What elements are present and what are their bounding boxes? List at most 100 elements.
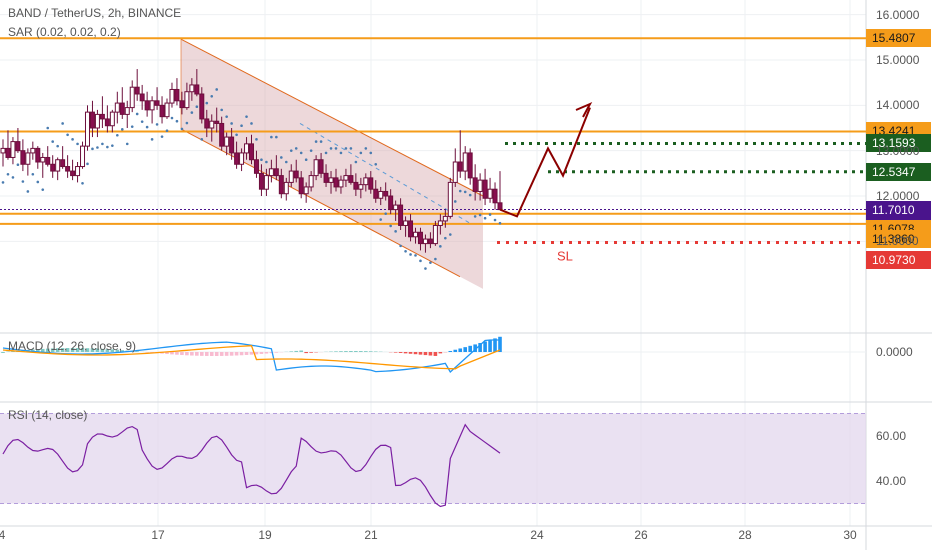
macd-histogram-bar [235, 352, 239, 355]
candle-body [250, 144, 254, 160]
sar-dot [330, 147, 333, 150]
candle-body [100, 114, 104, 119]
macd-histogram-bar [195, 352, 199, 356]
candle-body [140, 94, 144, 101]
sar-legend[interactable]: SAR (0.02, 0.02, 0.2) [8, 25, 121, 39]
candle-body [90, 112, 94, 128]
macd-histogram-bar [175, 352, 179, 355]
sar-dot [51, 140, 54, 143]
x-axis-tick: 28 [738, 528, 751, 542]
sar-dot [404, 250, 407, 253]
candle-body [324, 173, 328, 182]
macd-histogram-bar [424, 352, 428, 355]
sar-dot [136, 113, 139, 116]
macd-histogram-bar [225, 352, 229, 356]
sar-dot [7, 173, 10, 176]
macd-histogram-bar [399, 352, 403, 353]
sar-dot [66, 134, 69, 137]
candle-body [66, 167, 70, 172]
macd-histogram-bar [294, 351, 298, 352]
x-axis-tick: 21 [364, 528, 377, 542]
sar-dot [41, 188, 44, 191]
sar-dot [250, 122, 253, 125]
candle-body [463, 153, 467, 171]
sar-dot [205, 102, 208, 105]
candle-body [215, 121, 219, 123]
macd-histogram-bar [220, 352, 224, 356]
candle-body [458, 162, 462, 171]
rsi-axis-tick: 40.00 [876, 474, 906, 488]
sar-dot [96, 146, 99, 149]
sar-dot [489, 213, 492, 216]
sar-dot [290, 149, 293, 152]
macd-histogram-bar [250, 352, 254, 355]
sar-dot [494, 219, 497, 222]
macd-histogram-bar [339, 351, 343, 352]
sar-dot [384, 212, 387, 215]
macd-histogram-bar [458, 348, 462, 352]
candle-body [31, 148, 35, 153]
candle-body [81, 146, 85, 166]
price-label-current: 11.7010 [866, 201, 931, 219]
candle-body [329, 178, 333, 183]
macd-histogram-bar [488, 340, 492, 352]
macd-histogram-bar [210, 352, 214, 356]
candle-body [319, 160, 323, 174]
symbol-legend[interactable]: BAND / TetherUS, 2h, BINANCE [8, 6, 181, 20]
sar-dot [196, 105, 199, 108]
sar-dot [459, 190, 462, 193]
sar-dot [22, 180, 25, 183]
sar-dot [439, 245, 442, 248]
sar-dot [141, 120, 144, 123]
sar-dot [2, 181, 5, 184]
sar-dot [350, 147, 353, 150]
sar-dot [126, 143, 129, 146]
candle-body [274, 169, 278, 176]
candle-body [41, 157, 45, 162]
candle-body [428, 239, 432, 244]
candle-body [195, 85, 199, 94]
candle-body [120, 103, 124, 114]
macd-legend[interactable]: MACD (12, 26, close, 9) [8, 339, 136, 353]
candle-body [254, 160, 258, 174]
y-axis-tick: 13.0000 [876, 144, 919, 158]
sar-dot [434, 258, 437, 261]
candle-body [16, 142, 20, 151]
sar-dot [340, 152, 343, 155]
sar-dot [181, 128, 184, 131]
candle-body [418, 232, 422, 243]
candle-body [105, 119, 109, 126]
sar-dot [12, 176, 15, 179]
rsi-legend[interactable]: RSI (14, close) [8, 408, 87, 422]
sar-dot [335, 147, 338, 150]
macd-histogram-bar [483, 342, 487, 352]
candle-body [259, 173, 263, 189]
sar-dot [186, 122, 189, 125]
candle-body [56, 160, 60, 171]
macd-histogram-bar [394, 352, 398, 353]
candle-body [399, 205, 403, 225]
macd-histogram-bar [498, 337, 502, 352]
candle-body [264, 176, 268, 190]
candle-body [349, 176, 353, 183]
y-axis-tick: 16.0000 [876, 8, 919, 22]
candle-body [279, 176, 283, 194]
macd-histogram-bar [309, 352, 313, 353]
sar-dot [71, 138, 74, 141]
y-axis-tick: 15.0000 [876, 53, 919, 67]
sar-dot [394, 230, 397, 233]
macd-histogram-bar [429, 352, 433, 356]
candle-body [448, 182, 452, 216]
sar-dot [56, 145, 59, 148]
sar-dot [369, 152, 372, 155]
sar-dot [479, 214, 482, 217]
sar-dot [240, 124, 243, 127]
candle-body [334, 178, 338, 187]
sar-dot [270, 136, 273, 139]
candle-body [185, 92, 189, 108]
macd-histogram-bar [439, 352, 443, 353]
candle-body [26, 153, 30, 164]
candle-body [165, 103, 169, 117]
